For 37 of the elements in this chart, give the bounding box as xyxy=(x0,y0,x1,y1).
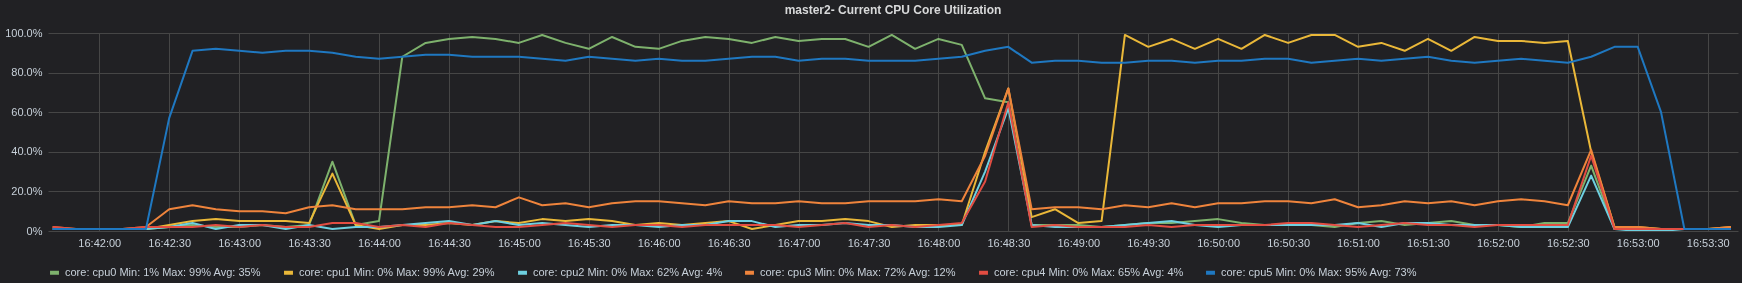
legend-label: core: cpu3 Min: 0% Max: 72% Avg: 12% xyxy=(760,265,956,278)
x-tick-label: 16:44:00 xyxy=(358,236,401,249)
x-tick-label: 16:52:30 xyxy=(1546,236,1590,249)
x-tick-label: 16:52:00 xyxy=(1477,236,1520,249)
x-tick-label: 16:45:00 xyxy=(497,236,541,249)
legend-label: core: cpu2 Min: 0% Max: 62% Avg: 4% xyxy=(533,265,723,278)
x-tick-label: 16:49:30 xyxy=(1127,236,1171,249)
y-tick-label: 100.0% xyxy=(5,26,43,39)
x-tick-label: 16:45:30 xyxy=(567,236,611,249)
x-tick-label: 16:53:00 xyxy=(1616,236,1660,249)
legend-label: core: cpu1 Min: 0% Max: 99% Avg: 29% xyxy=(299,265,495,278)
legend-label: core: cpu5 Min: 0% Max: 95% Avg: 73% xyxy=(1221,265,1417,278)
x-tick-label: 16:43:00 xyxy=(218,236,262,249)
x-tick-label: 16:50:00 xyxy=(1197,236,1241,249)
y-tick-label: 80.0% xyxy=(11,66,43,79)
x-tick-label: 16:42:00 xyxy=(78,236,122,249)
legend-label: core: cpu0 Min: 1% Max: 99% Avg: 35% xyxy=(65,265,261,278)
y-tick-label: 40.0% xyxy=(11,145,43,158)
x-tick-label: 16:47:30 xyxy=(847,236,891,249)
legend-label: core: cpu4 Min: 0% Max: 65% Avg: 4% xyxy=(994,265,1184,278)
x-tick-label: 16:43:30 xyxy=(288,236,331,249)
x-tick-label: 16:49:00 xyxy=(1057,236,1101,249)
x-tick-label: 16:42:30 xyxy=(148,236,192,249)
y-tick-label: 0% xyxy=(26,224,43,237)
x-tick-label: 16:46:30 xyxy=(707,236,751,249)
y-tick-label: 60.0% xyxy=(11,105,43,118)
x-tick-label: 16:51:00 xyxy=(1337,236,1380,249)
x-tick-label: 16:51:30 xyxy=(1407,236,1450,249)
x-tick-label: 16:48:30 xyxy=(987,236,1031,249)
x-tick-label: 16:46:00 xyxy=(637,236,681,249)
x-tick-label: 16:47:00 xyxy=(777,236,821,249)
y-tick-label: 20.0% xyxy=(11,184,43,197)
chart-title: master2- Current CPU Core Utilization xyxy=(784,3,1002,17)
x-tick-label: 16:53:30 xyxy=(1686,236,1730,249)
x-tick-label: 16:44:30 xyxy=(428,236,471,249)
x-tick-label: 16:50:30 xyxy=(1267,236,1311,249)
x-tick-label: 16:48:00 xyxy=(917,236,961,249)
